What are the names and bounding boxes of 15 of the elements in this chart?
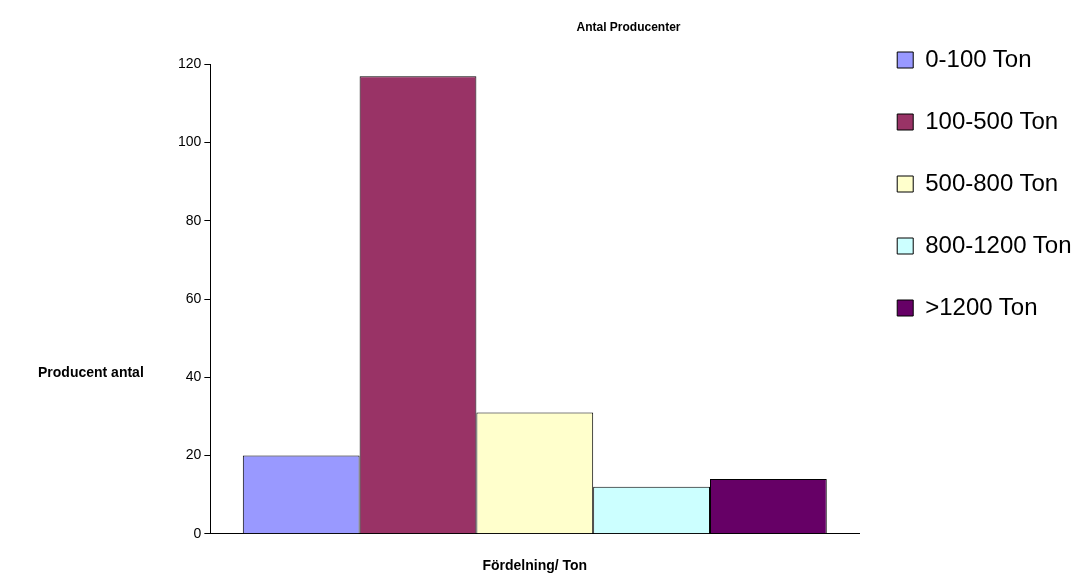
- y-tick-label: 80: [185, 211, 202, 228]
- y-tick-label: 60: [185, 289, 202, 306]
- y-tick-label: 40: [185, 368, 202, 385]
- legend-label: >1200 Ton: [925, 292, 1038, 320]
- legend-label: 0-100 Ton: [925, 44, 1032, 72]
- y-tick-label: 0: [193, 524, 202, 541]
- legend-label: 100-500 Ton: [925, 106, 1059, 134]
- x-axis-title: Fördelning/ Ton: [482, 557, 588, 574]
- legend-label: 800-1200 Ton: [925, 230, 1072, 258]
- y-tick-label: 20: [185, 446, 202, 463]
- y-tick-label: 100: [178, 133, 202, 150]
- y-tick-label: 120: [178, 55, 202, 72]
- legend-label: 500-800 Ton: [925, 168, 1059, 196]
- y-axis-title: Producent antal: [38, 364, 144, 380]
- chart-title: Antal Producenter: [576, 19, 681, 34]
